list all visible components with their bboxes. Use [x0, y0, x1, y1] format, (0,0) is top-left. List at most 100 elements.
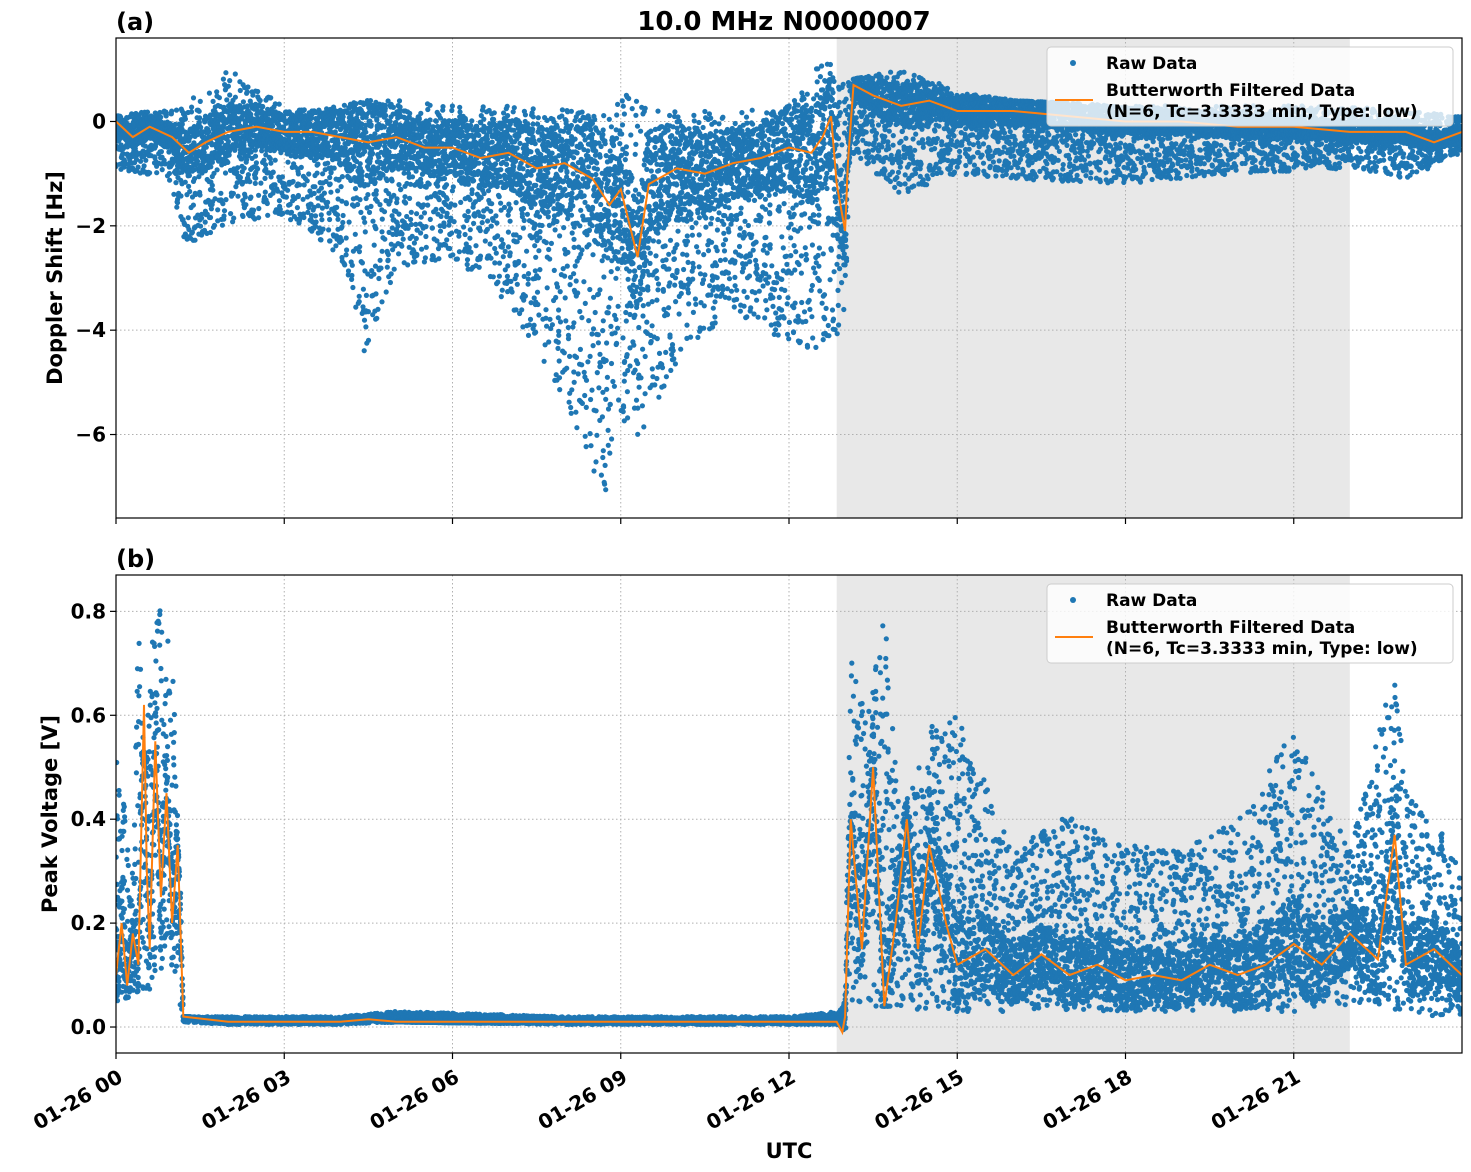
raw-data-point — [606, 116, 612, 122]
raw-data-point — [586, 227, 593, 233]
raw-data-point — [174, 200, 181, 206]
raw-data-point — [580, 176, 586, 182]
raw-data-point — [376, 275, 382, 282]
raw-data-point — [614, 340, 620, 346]
raw-data-point — [490, 274, 496, 280]
raw-data-point — [423, 224, 429, 230]
raw-data-point — [468, 122, 474, 129]
raw-data-point — [597, 154, 603, 160]
raw-data-point — [472, 213, 478, 219]
raw-data-point — [583, 404, 589, 410]
raw-data-point — [419, 246, 425, 252]
raw-data-point — [585, 359, 591, 365]
raw-data-point — [624, 389, 631, 395]
raw-data-point — [592, 309, 598, 316]
raw-data-point — [597, 287, 603, 293]
raw-data-point — [186, 183, 192, 189]
raw-data-point — [122, 161, 128, 168]
raw-data-point — [535, 115, 541, 121]
raw-data-point — [569, 190, 575, 196]
raw-data-point — [493, 213, 499, 219]
raw-data-point — [594, 160, 600, 166]
raw-data-point — [536, 137, 543, 143]
raw-data-point — [376, 154, 382, 160]
raw-data-point — [581, 369, 587, 375]
raw-data-point — [590, 131, 596, 137]
raw-data-point — [613, 275, 619, 281]
raw-data-point — [469, 118, 475, 124]
raw-data-point — [530, 106, 536, 112]
raw-data-point — [363, 324, 369, 330]
raw-data-point — [598, 363, 604, 369]
raw-data-point — [413, 235, 419, 242]
raw-data-point — [342, 262, 348, 268]
raw-data-point — [586, 242, 592, 248]
raw-data-point — [427, 102, 433, 108]
raw-data-point — [579, 247, 585, 253]
raw-data-point — [318, 212, 324, 218]
raw-data-point — [253, 175, 259, 181]
raw-data-point — [349, 262, 355, 268]
raw-data-point — [187, 188, 193, 195]
raw-data-point — [582, 392, 588, 399]
raw-data-point — [496, 273, 502, 279]
raw-data-point — [525, 271, 532, 277]
raw-data-point — [488, 208, 494, 214]
raw-data-point — [333, 243, 339, 249]
raw-data-point — [396, 98, 403, 104]
raw-data-point — [382, 102, 388, 108]
raw-data-point — [505, 229, 511, 235]
raw-data-point — [604, 386, 610, 392]
raw-data-point — [603, 487, 609, 493]
raw-data-point — [536, 248, 542, 254]
raw-data-point — [215, 207, 221, 213]
raw-data-point — [396, 182, 402, 188]
raw-data-point — [353, 101, 359, 107]
raw-data-point — [507, 218, 513, 224]
raw-data-point — [545, 209, 551, 215]
raw-data-point — [610, 378, 616, 385]
raw-data-point — [577, 346, 584, 352]
raw-data-point — [399, 243, 405, 249]
raw-data-point — [450, 252, 456, 258]
raw-data-point — [485, 218, 491, 224]
raw-data-point — [197, 192, 203, 198]
raw-data-point — [361, 348, 367, 354]
raw-data-point — [514, 281, 520, 287]
raw-data-point — [568, 108, 575, 114]
raw-data-point — [163, 109, 169, 115]
raw-data-point — [615, 303, 621, 309]
raw-data-point — [301, 107, 307, 113]
raw-data-point — [228, 211, 234, 217]
raw-data-point — [138, 158, 144, 164]
raw-data-point — [471, 178, 477, 184]
raw-data-point — [546, 246, 552, 253]
raw-data-point — [506, 201, 512, 207]
raw-data-point — [208, 164, 214, 170]
raw-data-point — [245, 172, 251, 178]
raw-data-point — [572, 136, 578, 142]
raw-data-point — [615, 325, 621, 331]
raw-data-point — [476, 132, 482, 138]
raw-data-point — [225, 83, 231, 89]
raw-data-point — [565, 324, 571, 331]
raw-data-point — [454, 256, 460, 262]
raw-data-point — [469, 187, 475, 193]
raw-data-point — [605, 218, 611, 224]
raw-data-point — [449, 103, 455, 109]
raw-data-point — [312, 213, 319, 219]
raw-data-point — [473, 243, 479, 249]
raw-data-point — [498, 167, 504, 173]
raw-data-point — [582, 199, 588, 205]
raw-data-point — [345, 156, 351, 162]
raw-data-point — [533, 329, 539, 335]
raw-data-point — [532, 268, 538, 274]
raw-data-point — [594, 370, 600, 376]
raw-data-point — [493, 250, 499, 256]
raw-data-point — [356, 299, 362, 305]
raw-data-point — [158, 114, 164, 120]
raw-data-point — [407, 110, 413, 116]
panel-a-label: (a) — [116, 8, 154, 36]
raw-data-point — [536, 312, 542, 318]
raw-data-point — [340, 114, 346, 120]
